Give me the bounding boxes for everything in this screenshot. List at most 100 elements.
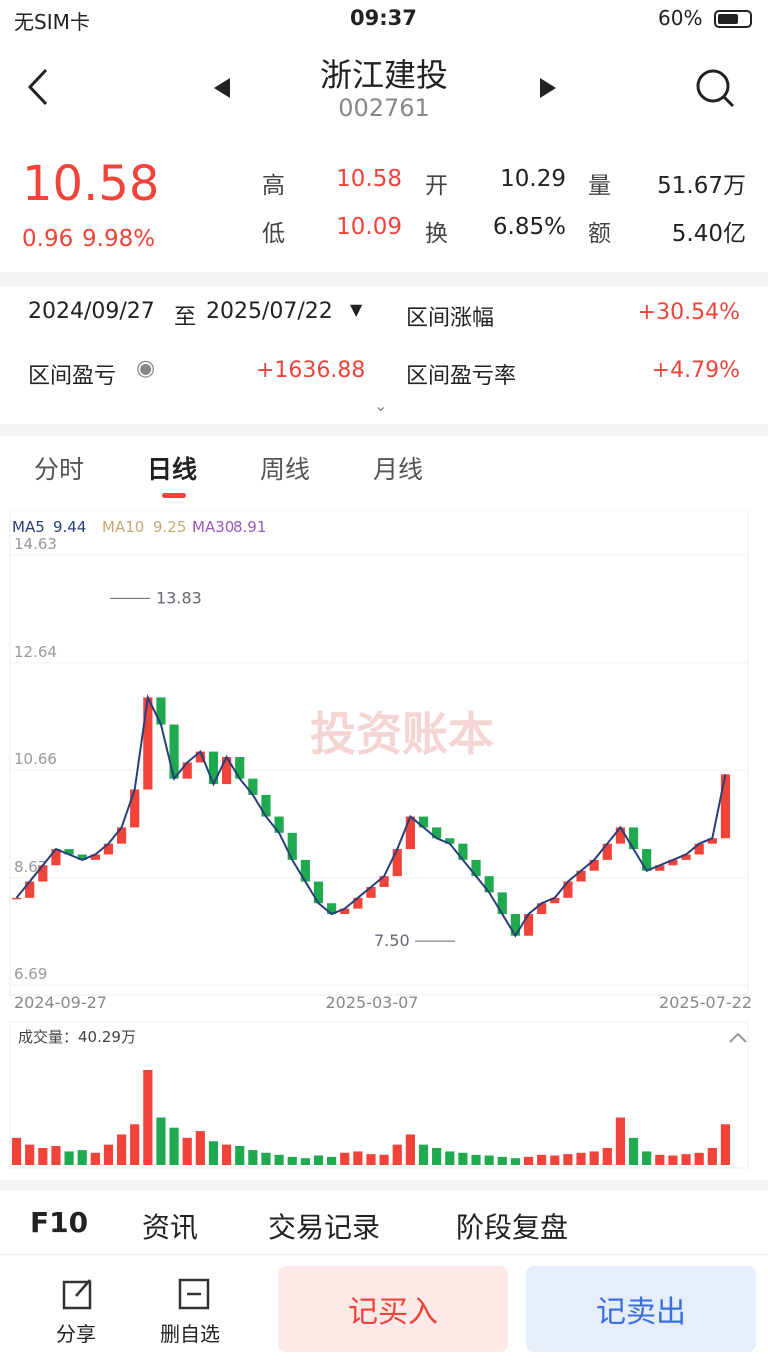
volume-bar <box>720 1124 731 1165</box>
volume-bar <box>510 1158 520 1165</box>
prev[interactable] <box>214 78 230 98</box>
candle <box>64 849 74 855</box>
y-tick-label: 12.64 <box>14 643 57 661</box>
y-tick-label: 10.66 <box>14 750 57 768</box>
volume-bar <box>392 1144 402 1165</box>
volume-bar <box>681 1154 691 1165</box>
volume-bar <box>694 1152 704 1165</box>
volume-bar <box>300 1158 310 1165</box>
range-label: 区间盈亏率 <box>406 364 517 389</box>
candle <box>445 838 455 844</box>
header-card <box>0 0 768 272</box>
tab[interactable]: 分时 <box>34 455 85 484</box>
range-sep: 至 <box>174 305 197 330</box>
watermark: 投资账本 <box>310 707 494 761</box>
legend-name: MA5 <box>12 518 45 536</box>
annotation: 7.50 <box>374 931 410 950</box>
volume-bar <box>668 1155 678 1165</box>
expand[interactable]: ⌄ <box>374 396 388 415</box>
volume-frame <box>9 1021 749 1169</box>
search[interactable] <box>696 69 730 103</box>
share[interactable]: 分享 <box>56 1322 96 1346</box>
nav-icons <box>27 68 735 108</box>
volume-bar <box>222 1144 232 1165</box>
action-icons <box>62 1278 210 1310</box>
sell-button[interactable]: 记卖出 <box>526 1266 756 1352</box>
stat-value: 6.85% <box>492 214 566 240</box>
legend-name: MA30 <box>192 518 234 536</box>
candle <box>90 854 100 860</box>
bottom-tab[interactable]: 阶段复盘 <box>456 1211 569 1244</box>
bottom-tab[interactable]: 交易记录 <box>268 1211 381 1244</box>
candle <box>313 881 324 904</box>
candle <box>51 849 61 866</box>
candle <box>379 876 389 887</box>
volume-bar <box>195 1131 205 1165</box>
stat-label: 换 <box>425 221 448 247</box>
candle <box>169 724 179 779</box>
volume-label: 成交量：40.29万 <box>18 1028 136 1046</box>
candle <box>156 697 166 725</box>
range-start: 2024/09/27 <box>28 299 155 324</box>
candle <box>130 789 140 828</box>
share-icon[interactable] <box>62 1280 92 1310</box>
next[interactable] <box>540 78 556 98</box>
battery: 60% <box>658 6 703 30</box>
price: 10.58 <box>22 156 160 212</box>
volume-bar <box>707 1148 717 1165</box>
candle <box>615 827 626 844</box>
tab[interactable]: 日线 <box>147 455 198 484</box>
volume-bar <box>182 1137 192 1165</box>
annotation: 13.83 <box>156 588 202 607</box>
candle <box>195 751 205 763</box>
back[interactable] <box>27 68 48 106</box>
candle <box>523 914 534 936</box>
volume-bar <box>287 1156 297 1165</box>
candle <box>392 849 402 877</box>
volume-bar <box>615 1117 626 1165</box>
volume-bar <box>103 1144 114 1165</box>
dropdown[interactable]: ▼ <box>350 300 363 319</box>
legend-value: 8.91 <box>233 518 266 536</box>
bottom-tab[interactable]: 资讯 <box>142 1211 199 1244</box>
remove[interactable]: 删自选 <box>160 1322 220 1346</box>
volume-bar <box>432 1148 442 1165</box>
eye-icon[interactable]: ◉ <box>136 356 156 381</box>
range-label: 区间盈亏 <box>28 364 117 389</box>
candle <box>274 816 284 833</box>
candle <box>222 757 232 785</box>
tab[interactable]: 月线 <box>373 455 424 484</box>
candle <box>143 697 153 790</box>
volume-bar <box>628 1137 639 1165</box>
volume-bar <box>602 1148 612 1165</box>
volume-bar <box>25 1144 35 1165</box>
volume-bar <box>537 1154 547 1165</box>
candle <box>668 859 678 866</box>
stat-value: 10.09 <box>336 214 402 240</box>
carrier: 无SIM卡 <box>14 10 90 34</box>
volume-bar <box>235 1146 245 1165</box>
collapse <box>729 1032 747 1043</box>
legend-value: 9.25 <box>153 518 186 536</box>
tab[interactable]: 周线 <box>260 455 311 484</box>
stock-code: 002761 <box>338 94 430 122</box>
candle <box>537 903 547 915</box>
buy-button[interactable]: 记买入 <box>278 1266 508 1352</box>
volume-bar <box>445 1151 455 1165</box>
candle <box>25 881 35 898</box>
share-arrow <box>75 1279 91 1297</box>
pct: 9.98% <box>82 226 156 252</box>
remove-icon[interactable] <box>178 1278 210 1310</box>
volume-bar <box>471 1154 481 1165</box>
volume-bar <box>576 1152 586 1165</box>
candle <box>510 914 520 936</box>
candle <box>628 827 639 850</box>
bottom-tab[interactable]: F10 <box>30 1206 89 1239</box>
y-tick-label: 6.69 <box>14 965 47 983</box>
close-line <box>15 694 727 938</box>
candle <box>550 897 560 904</box>
candle <box>484 876 494 893</box>
candle <box>694 843 704 855</box>
volume-bar <box>379 1154 389 1165</box>
